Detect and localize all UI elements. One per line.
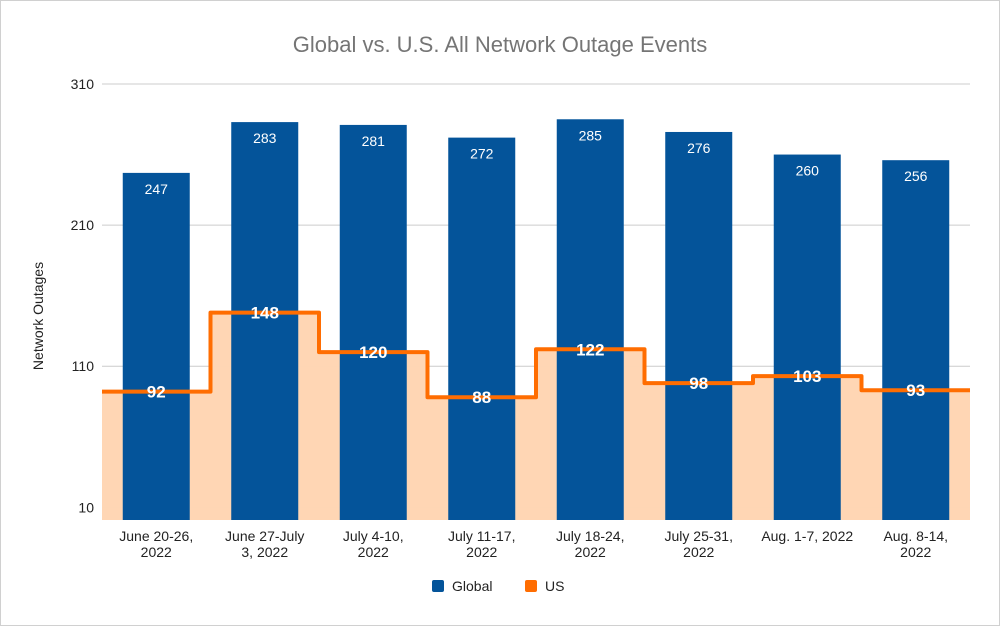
global-data-label: 283 bbox=[253, 130, 277, 146]
x-tick-label: 2022 bbox=[575, 544, 606, 560]
legend-swatch-us bbox=[525, 580, 537, 592]
global-bar bbox=[665, 131, 733, 520]
x-tick-label: June 27-July bbox=[225, 528, 304, 544]
x-tick-label: 2022 bbox=[466, 544, 497, 560]
x-tick-label: 2022 bbox=[683, 544, 714, 560]
global-bar bbox=[556, 119, 624, 520]
x-tick-label: June 20-26, bbox=[119, 528, 193, 544]
global-data-label: 247 bbox=[145, 181, 169, 197]
x-tick-label: Aug. 1-7, 2022 bbox=[761, 528, 853, 544]
global-bar bbox=[122, 172, 190, 521]
x-tick-label: 2022 bbox=[141, 544, 172, 560]
us-data-label: 98 bbox=[689, 374, 708, 393]
global-bar bbox=[339, 124, 407, 520]
global-bar bbox=[882, 160, 950, 521]
x-tick-label: July 18-24, bbox=[556, 528, 624, 544]
global-data-label: 276 bbox=[687, 140, 711, 156]
x-tick-label: 3, 2022 bbox=[241, 544, 288, 560]
x-tick-label: July 25-31, bbox=[665, 528, 733, 544]
global-data-label: 256 bbox=[904, 168, 928, 184]
global-data-label: 272 bbox=[470, 146, 494, 162]
y-tick-label: 110 bbox=[72, 358, 95, 374]
us-data-label: 122 bbox=[576, 340, 604, 359]
y-axis-label: Network Outages bbox=[30, 262, 46, 370]
y-tick-label: 210 bbox=[71, 217, 95, 233]
us-data-label: 88 bbox=[472, 388, 491, 407]
x-tick-label: 2022 bbox=[900, 544, 931, 560]
us-data-label: 93 bbox=[906, 381, 925, 400]
us-data-label: 103 bbox=[793, 367, 821, 386]
global-data-label: 285 bbox=[579, 127, 603, 143]
legend-label-global: Global bbox=[452, 578, 492, 594]
legend-label-us: US bbox=[545, 578, 564, 594]
us-line bbox=[102, 310, 970, 400]
global-bar bbox=[231, 122, 299, 521]
x-tick-label: Aug. 8-14, bbox=[883, 528, 948, 544]
us-data-label: 148 bbox=[251, 304, 279, 323]
y-tick-label: 310 bbox=[71, 76, 95, 92]
x-tick-label: July 11-17, bbox=[448, 528, 515, 544]
us-area bbox=[102, 312, 970, 520]
x-tick-label: July 4-10, bbox=[343, 528, 404, 544]
x-tick-label: 2022 bbox=[358, 544, 389, 560]
chart-title: Global vs. U.S. All Network Outage Event… bbox=[293, 32, 708, 57]
global-bar bbox=[773, 154, 841, 520]
global-data-label: 260 bbox=[796, 163, 820, 179]
us-data-label: 120 bbox=[359, 343, 387, 362]
y-tick-label: 10 bbox=[78, 499, 94, 515]
global-data-label: 281 bbox=[362, 133, 386, 149]
us-data-label: 92 bbox=[147, 383, 166, 402]
global-bar bbox=[448, 137, 516, 521]
legend-swatch-global bbox=[432, 580, 444, 592]
